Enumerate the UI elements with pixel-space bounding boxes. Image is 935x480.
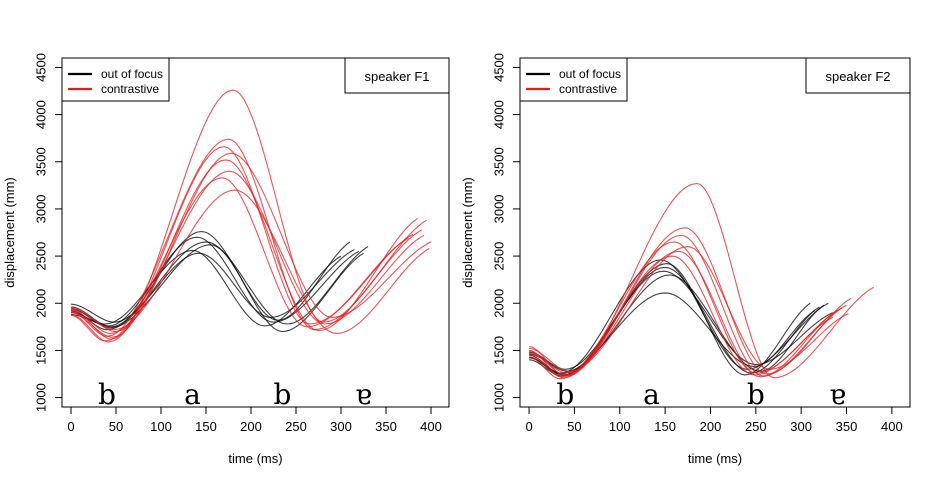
series-line-contrastive-7 bbox=[70, 138, 423, 337]
series-line-contrastive-6 bbox=[529, 182, 874, 379]
series-line-out-of-focus-5 bbox=[529, 292, 816, 375]
x-axis-title: time (ms) bbox=[228, 451, 282, 466]
y-tick-label: 3500 bbox=[492, 147, 507, 176]
y-axis-title: displacement (mm) bbox=[2, 177, 17, 288]
y-tick-label: 2500 bbox=[492, 242, 507, 271]
x-tick-label: 150 bbox=[654, 419, 676, 434]
x-tick-label: 200 bbox=[240, 419, 262, 434]
x-tick-label: 200 bbox=[700, 419, 722, 434]
y-tick-label: 3000 bbox=[492, 194, 507, 223]
segment-label: a bbox=[643, 378, 660, 411]
x-tick-label: 50 bbox=[567, 419, 581, 434]
segment-label: b bbox=[556, 378, 574, 411]
x-axis-title: time (ms) bbox=[688, 451, 742, 466]
speaker-label: speaker F1 bbox=[364, 69, 429, 84]
series-line-contrastive-10 bbox=[70, 159, 418, 338]
legend-label: out of focus bbox=[559, 67, 621, 81]
series-line-contrastive-10 bbox=[529, 246, 849, 372]
plot-frame bbox=[519, 57, 911, 408]
y-tick-label: 1500 bbox=[34, 336, 49, 365]
legend-label: contrastive bbox=[559, 82, 617, 96]
speaker-label: speaker F2 bbox=[825, 69, 890, 84]
y-tick-label: 4500 bbox=[34, 53, 49, 82]
series-line-out-of-focus-1 bbox=[529, 266, 820, 376]
x-tick-label: 100 bbox=[609, 419, 631, 434]
legend-box bbox=[519, 57, 628, 102]
y-tick-label: 1000 bbox=[492, 383, 507, 412]
series-group bbox=[70, 89, 432, 343]
series-line-out-of-focus-4 bbox=[70, 249, 355, 323]
series-line-out-of-focus-1 bbox=[70, 231, 351, 328]
x-tick-label: 50 bbox=[109, 419, 123, 434]
segment-label: b bbox=[747, 378, 765, 411]
y-tick-label: 3500 bbox=[34, 147, 49, 176]
x-tick-label: 150 bbox=[195, 419, 217, 434]
series-line-contrastive-11 bbox=[529, 250, 838, 378]
series-line-contrastive-12 bbox=[529, 255, 834, 380]
series-line-contrastive-7 bbox=[529, 227, 852, 379]
plot-frame bbox=[61, 57, 450, 408]
x-tick-label: 350 bbox=[836, 419, 858, 434]
series-line-contrastive-8 bbox=[70, 146, 414, 343]
segment-label: ɐ bbox=[829, 378, 846, 411]
y-tick-label: 4500 bbox=[492, 53, 507, 82]
y-tick-label: 1500 bbox=[492, 336, 507, 365]
x-tick-label: 250 bbox=[285, 419, 307, 434]
speaker-label-box bbox=[344, 57, 450, 94]
series-line-out-of-focus-0 bbox=[71, 236, 360, 327]
speaker-label-box bbox=[805, 57, 911, 94]
x-tick-label: 350 bbox=[375, 419, 397, 434]
series-line-contrastive-13 bbox=[70, 189, 430, 334]
segment-label: b bbox=[274, 378, 292, 411]
series-group bbox=[529, 182, 874, 380]
y-tick-label: 3000 bbox=[34, 194, 49, 223]
legend-label: out of focus bbox=[101, 67, 163, 81]
series-line-contrastive-12 bbox=[70, 177, 409, 342]
x-tick-label: 250 bbox=[745, 419, 767, 434]
series-line-out-of-focus-0 bbox=[529, 259, 829, 374]
segment-label: ɐ bbox=[355, 378, 372, 411]
y-tick-label: 2500 bbox=[34, 242, 49, 271]
y-tick-label: 2000 bbox=[34, 289, 49, 318]
series-line-contrastive-11 bbox=[70, 170, 425, 334]
x-tick-label: 400 bbox=[881, 419, 903, 434]
panel-2: 0 50 100 150 200 250 300 350 400 1000 1500 2000 2500… bbox=[460, 53, 911, 466]
y-tick-label: 1000 bbox=[34, 383, 49, 412]
x-tick-label: 0 bbox=[67, 419, 74, 434]
segment-label: a bbox=[184, 378, 201, 411]
x-tick-label: 300 bbox=[790, 419, 812, 434]
panel-1: 0 50 100 150 200 250 300 350 400 1000 1500 2000 2500… bbox=[2, 53, 450, 466]
y-tick-label: 2000 bbox=[492, 289, 507, 318]
legend-label: contrastive bbox=[101, 82, 159, 96]
legend-box bbox=[61, 57, 170, 102]
y-axis-title: displacement (mm) bbox=[460, 177, 475, 288]
x-tick-label: 100 bbox=[150, 419, 172, 434]
segment-label: b bbox=[98, 378, 116, 411]
y-tick-label: 4000 bbox=[492, 100, 507, 129]
series-line-out-of-focus-2 bbox=[529, 270, 834, 370]
x-tick-label: 400 bbox=[420, 419, 442, 434]
series-line-out-of-focus-4 bbox=[529, 274, 825, 372]
x-tick-label: 300 bbox=[330, 419, 352, 434]
series-line-out-of-focus-3 bbox=[529, 263, 811, 377]
y-tick-label: 4000 bbox=[34, 100, 49, 129]
x-tick-label: 0 bbox=[525, 419, 532, 434]
